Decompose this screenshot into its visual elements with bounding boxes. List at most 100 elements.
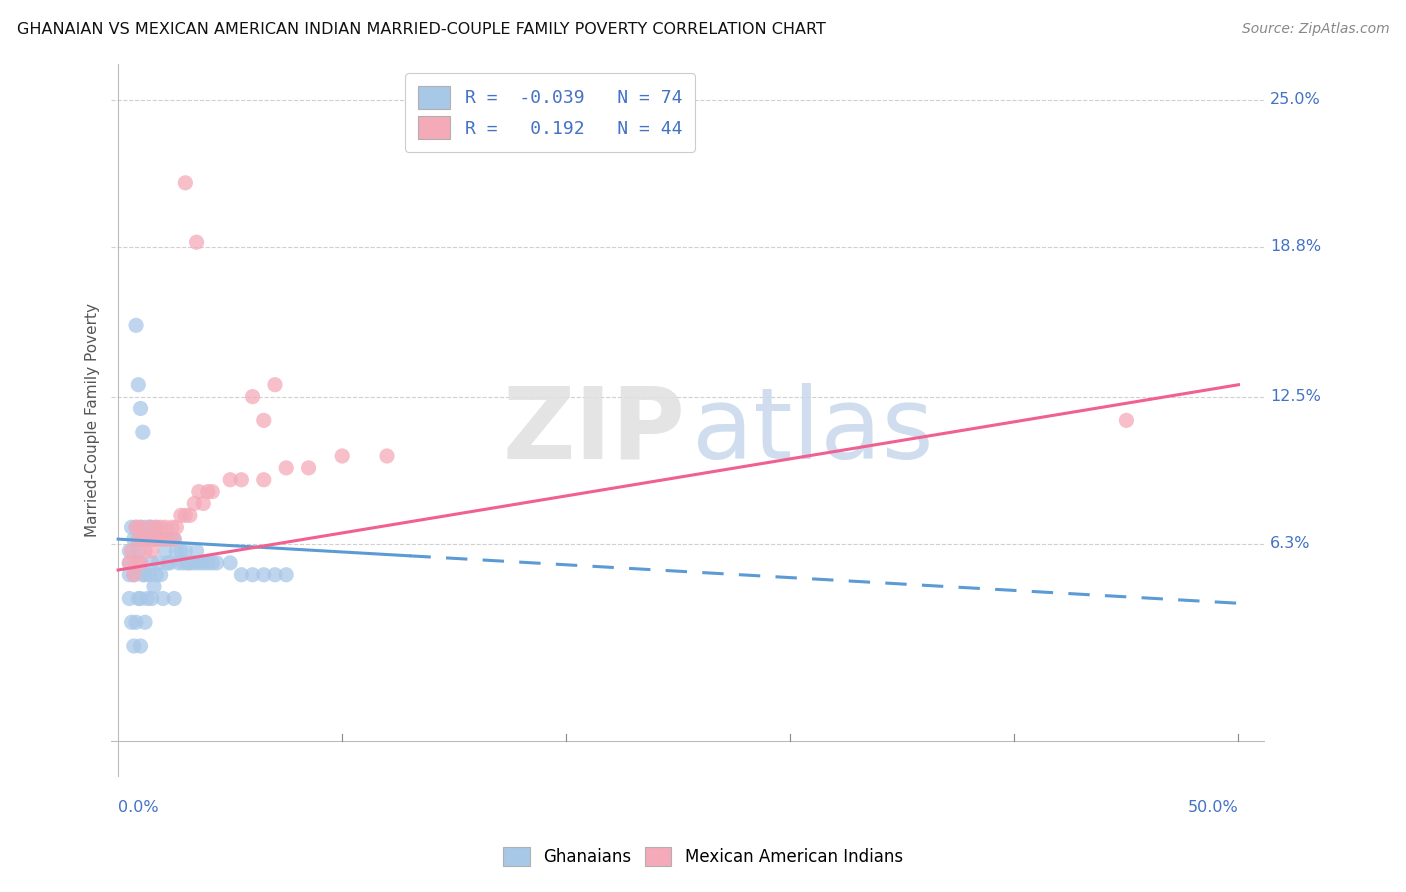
- Point: [163, 532, 186, 546]
- Point: [148, 532, 170, 546]
- Point: [152, 532, 174, 546]
- Point: [122, 567, 145, 582]
- Point: [193, 496, 215, 510]
- Point: [145, 520, 167, 534]
- Point: [127, 532, 149, 546]
- Text: Source: ZipAtlas.com: Source: ZipAtlas.com: [1241, 22, 1389, 37]
- Point: [1115, 413, 1137, 427]
- Point: [129, 556, 152, 570]
- Point: [183, 496, 205, 510]
- Point: [121, 520, 143, 534]
- Text: ZIP: ZIP: [502, 383, 685, 480]
- Point: [122, 532, 145, 546]
- Point: [127, 544, 149, 558]
- Point: [197, 556, 219, 570]
- Point: [125, 556, 148, 570]
- Point: [132, 532, 155, 546]
- Point: [132, 425, 155, 440]
- Point: [201, 556, 224, 570]
- Point: [160, 520, 183, 534]
- Point: [179, 508, 201, 523]
- Point: [127, 532, 149, 546]
- Point: [242, 567, 264, 582]
- Point: [297, 461, 319, 475]
- Text: 18.8%: 18.8%: [1270, 239, 1322, 254]
- Point: [141, 556, 163, 570]
- Point: [149, 520, 172, 534]
- Point: [132, 567, 155, 582]
- Point: [253, 413, 276, 427]
- Point: [138, 567, 160, 582]
- Point: [122, 639, 145, 653]
- Point: [125, 556, 148, 570]
- Point: [129, 591, 152, 606]
- Point: [242, 390, 264, 404]
- Point: [170, 508, 193, 523]
- Point: [152, 532, 174, 546]
- Point: [176, 556, 198, 570]
- Point: [375, 449, 398, 463]
- Point: [141, 520, 163, 534]
- Point: [138, 520, 160, 534]
- Point: [143, 580, 166, 594]
- Point: [201, 484, 224, 499]
- Point: [174, 544, 197, 558]
- Point: [143, 532, 166, 546]
- Point: [187, 556, 209, 570]
- Point: [148, 556, 170, 570]
- Point: [165, 520, 187, 534]
- Point: [129, 520, 152, 534]
- Point: [134, 544, 156, 558]
- Point: [141, 591, 163, 606]
- Point: [170, 544, 193, 558]
- Point: [153, 520, 176, 534]
- Point: [121, 544, 143, 558]
- Point: [159, 556, 181, 570]
- Point: [187, 484, 209, 499]
- Point: [141, 544, 163, 558]
- Point: [156, 532, 179, 546]
- Point: [152, 591, 174, 606]
- Legend: R =  -0.039   N = 74, R =   0.192   N = 44: R = -0.039 N = 74, R = 0.192 N = 44: [405, 73, 695, 152]
- Point: [205, 556, 228, 570]
- Point: [125, 520, 148, 534]
- Point: [122, 567, 145, 582]
- Point: [129, 532, 152, 546]
- Point: [143, 532, 166, 546]
- Point: [132, 532, 155, 546]
- Point: [118, 544, 141, 558]
- Point: [163, 532, 186, 546]
- Text: 6.3%: 6.3%: [1270, 536, 1310, 551]
- Y-axis label: Married-Couple Family Poverty: Married-Couple Family Poverty: [86, 303, 100, 537]
- Legend: Ghanaians, Mexican American Indians: Ghanaians, Mexican American Indians: [496, 840, 910, 873]
- Point: [264, 377, 287, 392]
- Point: [153, 544, 176, 558]
- Point: [125, 318, 148, 333]
- Point: [197, 484, 219, 499]
- Text: atlas: atlas: [692, 383, 934, 480]
- Point: [179, 556, 201, 570]
- Point: [136, 591, 159, 606]
- Point: [129, 639, 152, 653]
- Text: 12.5%: 12.5%: [1270, 389, 1320, 404]
- Point: [186, 235, 208, 250]
- Point: [264, 567, 287, 582]
- Point: [193, 556, 215, 570]
- Point: [174, 508, 197, 523]
- Text: GHANAIAN VS MEXICAN AMERICAN INDIAN MARRIED-COUPLE FAMILY POVERTY CORRELATION CH: GHANAIAN VS MEXICAN AMERICAN INDIAN MARR…: [17, 22, 825, 37]
- Point: [134, 520, 156, 534]
- Point: [136, 532, 159, 546]
- Point: [118, 556, 141, 570]
- Point: [330, 449, 353, 463]
- Point: [138, 520, 160, 534]
- Point: [165, 544, 187, 558]
- Point: [121, 615, 143, 630]
- Text: 25.0%: 25.0%: [1270, 92, 1320, 107]
- Point: [156, 556, 179, 570]
- Point: [160, 532, 183, 546]
- Point: [149, 532, 172, 546]
- Point: [183, 556, 205, 570]
- Point: [134, 615, 156, 630]
- Point: [149, 567, 172, 582]
- Point: [219, 556, 242, 570]
